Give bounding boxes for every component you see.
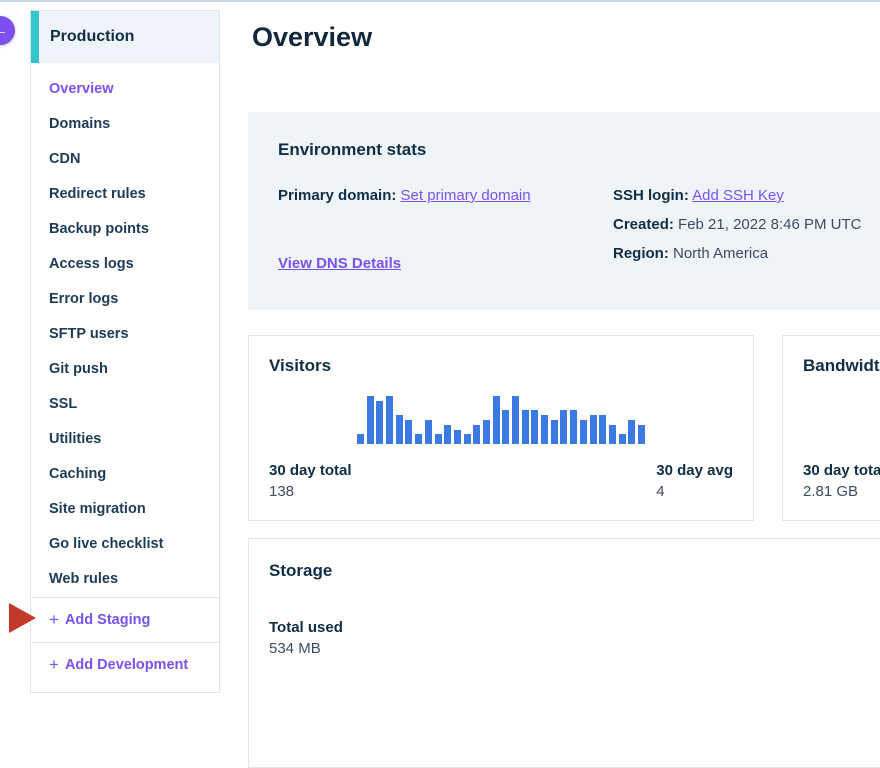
add-development-button[interactable]: + Add Development bbox=[31, 642, 219, 687]
sidebar-item-web-rules[interactable]: Web rules bbox=[49, 571, 119, 587]
visitors-total-label: 30 day total bbox=[269, 462, 352, 479]
bandwidth-total-stat: 30 day total 2.81 GB bbox=[803, 460, 880, 502]
environment-sidebar: Production Overview Domains CDN Redirect ru… bbox=[30, 10, 220, 693]
visitors-bar bbox=[463, 434, 471, 444]
visitors-bar bbox=[434, 434, 442, 444]
visitors-bar bbox=[608, 424, 616, 444]
visitors-bar bbox=[637, 424, 645, 444]
environment-stats-title: Environment stats bbox=[278, 140, 427, 159]
sidebar-item-backup-points[interactable]: Backup points bbox=[49, 221, 149, 237]
add-development-label: Add Development bbox=[64, 657, 189, 673]
add-staging-button[interactable]: + Add Staging bbox=[31, 597, 219, 642]
created-row: Created: Feb 21, 2022 8:46 PM UTC bbox=[613, 215, 861, 235]
visitors-bar bbox=[560, 410, 568, 444]
sidebar-item-sftp-users[interactable]: SFTP users bbox=[49, 326, 129, 342]
sidebar-item-cdn[interactable]: CDN bbox=[49, 151, 81, 167]
storage-used-stat: Total used 534 MB bbox=[269, 617, 880, 659]
environment-name: Production bbox=[50, 28, 135, 45]
region-label: Region: bbox=[613, 245, 669, 262]
visitors-bar bbox=[521, 410, 529, 444]
ssh-login-label: SSH login: bbox=[613, 187, 689, 204]
visitors-bar bbox=[550, 420, 558, 444]
visitors-bar bbox=[531, 410, 539, 444]
bandwidth-total-label: 30 day total bbox=[803, 462, 880, 479]
sidebar-item-access-logs[interactable]: Access logs bbox=[49, 256, 134, 272]
bandwidth-title: Bandwidth bbox=[803, 356, 880, 375]
visitors-bar bbox=[386, 396, 394, 444]
sidebar-item-git-push[interactable]: Git push bbox=[49, 361, 108, 377]
visitors-bar bbox=[570, 410, 578, 444]
plus-icon: + bbox=[49, 610, 59, 629]
visitors-bar bbox=[502, 410, 510, 444]
bandwidth-card: Bandwidth 30 day total 2.81 GB bbox=[782, 335, 880, 521]
created-value: Feb 21, 2022 8:46 PM UTC bbox=[678, 216, 862, 233]
sidebar-item-go-live-checklist[interactable]: Go live checklist bbox=[49, 536, 164, 552]
sidebar-item-caching[interactable]: Caching bbox=[49, 466, 107, 482]
visitors-bar bbox=[599, 415, 607, 444]
top-bar-edge bbox=[0, 0, 880, 2]
sidebar-item-overview[interactable]: Overview bbox=[49, 81, 114, 97]
sidebar-item-site-migration[interactable]: Site migration bbox=[49, 501, 146, 517]
visitors-avg-value: 4 bbox=[656, 483, 665, 500]
visitors-bar bbox=[628, 420, 636, 444]
visitors-avg-label: 30 day avg bbox=[656, 462, 733, 479]
ssh-login-row: SSH login: Add SSH Key bbox=[613, 186, 861, 206]
visitors-total-stat: 30 day total 138 bbox=[269, 460, 352, 502]
visitors-title: Visitors bbox=[269, 356, 332, 375]
visitors-total-value: 138 bbox=[269, 483, 295, 500]
visitors-bar bbox=[424, 420, 432, 444]
visitors-bar bbox=[453, 429, 461, 444]
left-arrow-icon: ← bbox=[0, 22, 8, 39]
sidebar-item-error-logs[interactable]: Error logs bbox=[49, 291, 119, 307]
sidebar-item-redirect-rules[interactable]: Redirect rules bbox=[49, 186, 146, 202]
primary-domain-row: Primary domain: Set primary domain bbox=[278, 186, 613, 206]
visitors-bar bbox=[512, 396, 520, 444]
visitors-bar bbox=[444, 424, 452, 444]
sidebar-item-utilities[interactable]: Utilities bbox=[49, 431, 102, 447]
bandwidth-total-value: 2.81 GB bbox=[803, 483, 859, 500]
visitors-bar bbox=[366, 396, 374, 444]
add-staging-label: Add Staging bbox=[64, 612, 151, 628]
storage-card: Storage Total used 534 MB bbox=[248, 538, 880, 768]
visitors-bar bbox=[415, 434, 423, 444]
storage-title: Storage bbox=[269, 561, 333, 580]
visitors-bar bbox=[473, 424, 481, 444]
add-ssh-key-link[interactable]: Add SSH Key bbox=[692, 187, 784, 204]
visitors-bar-chart bbox=[269, 396, 733, 444]
visitors-bar bbox=[376, 400, 384, 444]
plus-icon: + bbox=[49, 655, 59, 674]
visitors-bar bbox=[579, 420, 587, 444]
storage-used-value: 534 MB bbox=[269, 640, 321, 657]
visitors-bar bbox=[482, 420, 490, 444]
visitors-bar bbox=[395, 415, 403, 444]
region-row: Region: North America bbox=[613, 244, 861, 264]
visitors-card: Visitors 30 day total 138 30 day avg 4 bbox=[248, 335, 754, 521]
sidebar-item-domains[interactable]: Domains bbox=[49, 116, 111, 132]
region-value: North America bbox=[673, 245, 769, 262]
visitors-bar bbox=[405, 420, 413, 444]
annotation-arrow-icon bbox=[9, 603, 36, 633]
sidebar-nav: Overview Domains CDN Redirect rules Backup p… bbox=[31, 63, 219, 597]
primary-domain-label: Primary domain: bbox=[278, 187, 397, 204]
storage-used-label: Total used bbox=[269, 619, 343, 636]
view-dns-details-link[interactable]: View DNS Details bbox=[278, 255, 402, 272]
environment-stats-card: Environment stats Primary domain: Set pr… bbox=[248, 112, 880, 310]
page-title: Overview bbox=[252, 22, 373, 52]
production-accent-bar bbox=[31, 11, 39, 63]
visitors-bar bbox=[492, 396, 500, 444]
visitors-bar bbox=[541, 415, 549, 444]
visitors-bar bbox=[357, 434, 365, 444]
back-button[interactable]: ← bbox=[0, 16, 15, 45]
sidebar-item-ssl[interactable]: SSL bbox=[49, 396, 78, 412]
visitors-bar bbox=[589, 415, 597, 444]
created-label: Created: bbox=[613, 216, 674, 233]
visitors-avg-stat: 30 day avg 4 bbox=[656, 460, 733, 502]
visitors-bar bbox=[618, 434, 626, 444]
sidebar-header: Production bbox=[31, 11, 219, 63]
set-primary-domain-link[interactable]: Set primary domain bbox=[400, 187, 531, 204]
